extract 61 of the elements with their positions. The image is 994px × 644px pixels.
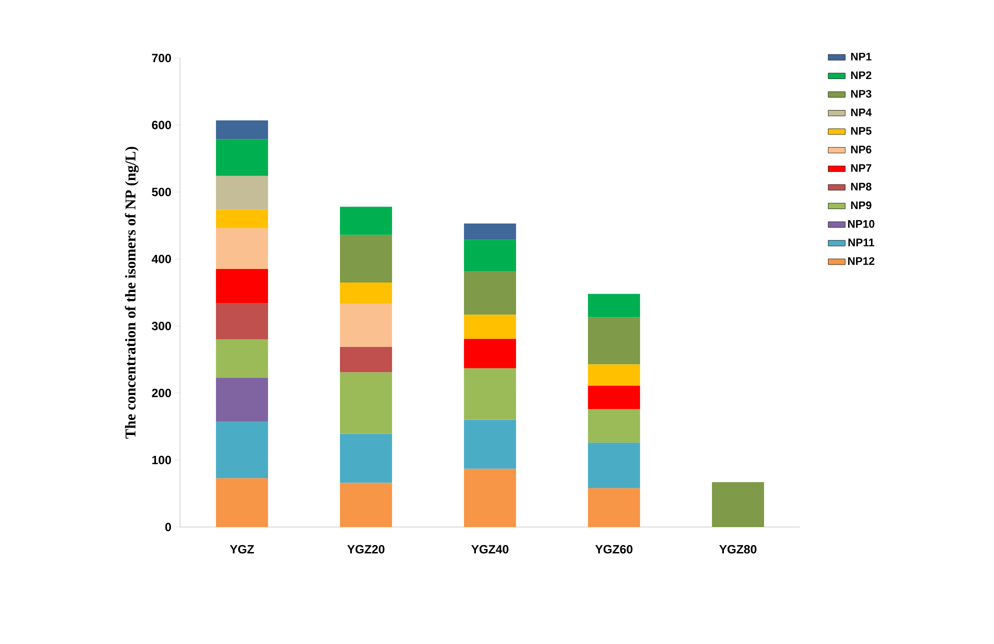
bar [216, 139, 268, 176]
bar [588, 488, 640, 527]
bar [216, 422, 268, 478]
y-tick-label: 100 [152, 456, 171, 464]
bar [464, 314, 516, 339]
legend-label: NP12 [848, 257, 874, 265]
bar [340, 304, 392, 347]
bar [340, 346, 392, 372]
legend-label: NP10 [848, 220, 874, 228]
bar [340, 206, 392, 235]
x-tick-label: YGZ [230, 545, 254, 554]
legend-label: NP1 [851, 52, 872, 60]
bar [588, 364, 640, 386]
y-tick-label: 300 [152, 322, 171, 330]
legend-label: NP3 [851, 90, 872, 98]
legend-label: NP9 [851, 201, 872, 210]
y-tick-label: 600 [152, 120, 171, 130]
bar [216, 269, 268, 304]
bar [464, 223, 516, 240]
legend-label: NP8 [851, 182, 872, 191]
bar [464, 338, 516, 368]
bar [216, 303, 268, 340]
bar [340, 434, 392, 483]
x-tick-label: YGZ80 [719, 545, 756, 554]
legend-label: NP6 [851, 146, 872, 154]
bar [216, 176, 268, 210]
bar [216, 339, 268, 378]
bar [588, 409, 640, 443]
legend-label: NP5 [851, 127, 872, 135]
bar [216, 120, 268, 140]
y-tick-label: 0 [165, 522, 171, 532]
bar [340, 282, 392, 304]
x-tick-label: YGZ60 [595, 545, 632, 554]
bar [216, 209, 268, 228]
y-tick-label: 400 [152, 254, 171, 264]
bar [464, 368, 516, 420]
legend-label: NP7 [851, 164, 872, 172]
x-tick-label: YGZ20 [347, 545, 384, 554]
bar [464, 468, 516, 527]
bar [588, 442, 640, 488]
bar [340, 482, 392, 527]
bar [588, 294, 640, 318]
legend-label: NP2 [851, 71, 872, 79]
bar [712, 482, 764, 527]
y-tick-label: 700 [152, 54, 171, 62]
y-axis-title: The concentration of the isomers of NP (ng/L) [124, 146, 139, 439]
y-tick-label: 500 [152, 188, 171, 196]
bar [464, 420, 516, 469]
bar [464, 271, 516, 315]
bar [588, 386, 640, 410]
legend-label: NP11 [848, 238, 874, 246]
bar [340, 234, 392, 282]
bar [340, 372, 392, 434]
bar [464, 240, 516, 272]
bar [216, 378, 268, 422]
legend-label: NP4 [851, 108, 872, 116]
bar [216, 478, 268, 527]
x-tick-label: YGZ40 [471, 545, 508, 554]
bar [216, 228, 268, 270]
bar [588, 317, 640, 364]
y-tick-label: 200 [152, 388, 171, 398]
